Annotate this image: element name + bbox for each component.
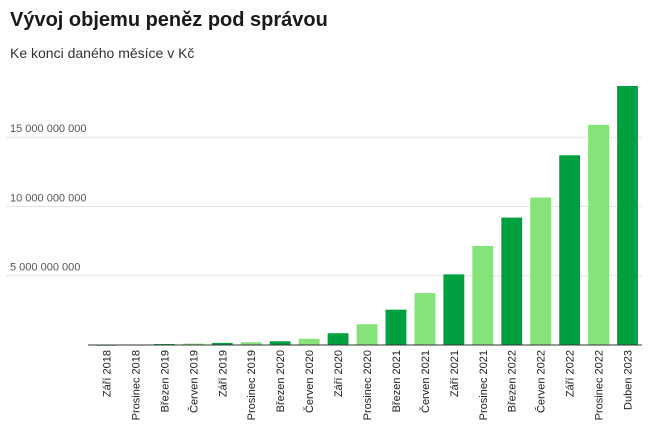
bar [414,293,436,345]
y-tick-label: 15 000 000 000 [10,123,86,135]
x-tick-label: Září 2021 [449,350,461,397]
x-tick-label: Červen 2019 [187,350,200,413]
bar [617,86,638,345]
x-tick-label: Březen 2022 [507,350,519,412]
x-tick-label: Prosinec 2018 [130,350,142,420]
y-tick-label: 10 000 000 000 [10,192,86,204]
bar [588,124,609,345]
bar [298,338,320,345]
bar [240,342,262,345]
bar [182,343,204,345]
x-tick-label: Březen 2020 [275,350,287,412]
x-tick-label: Prosinec 2020 [362,350,374,420]
chart-title: Vývoj objemu peněz pod správou [10,9,328,31]
bars [96,86,638,346]
x-tick-label: Březen 2021 [391,350,403,412]
x-tick-label: Červen 2020 [303,350,316,413]
bar [211,342,233,345]
x-tick-label: Září 2019 [217,350,229,397]
bar [385,309,407,345]
chart-subtitle: Ke konci daného měsíce v Kč [10,45,195,61]
x-tick-label: Červen 2021 [419,350,432,413]
bar [269,341,291,345]
y-tick-label: 5 000 000 000 [10,262,80,274]
bar [559,155,581,345]
x-tick-label: Červen 2022 [535,350,548,413]
x-tick-label: Prosinec 2019 [246,350,258,420]
x-tick-label: Prosinec 2021 [478,350,490,420]
bar [327,333,349,345]
bar [443,274,465,345]
bar [530,197,552,345]
x-tick-label: Září 2020 [333,350,345,397]
x-tick-label: Prosinec 2022 [594,350,606,420]
bar [472,245,494,345]
y-axis-ticks: 5 000 000 000 10 000 000 000 15 000 000 00… [10,123,86,274]
x-tick-label: Březen 2019 [159,350,171,412]
x-tick-label: Září 2022 [565,350,577,397]
x-tick-label: Září 2018 [101,350,113,397]
bar [356,324,378,345]
x-axis-labels: Září 2018 Prosinec 2018 Březen 2019 Červen … [101,350,634,420]
x-tick-label: Duben 2023 [623,350,635,410]
bar [501,217,523,345]
